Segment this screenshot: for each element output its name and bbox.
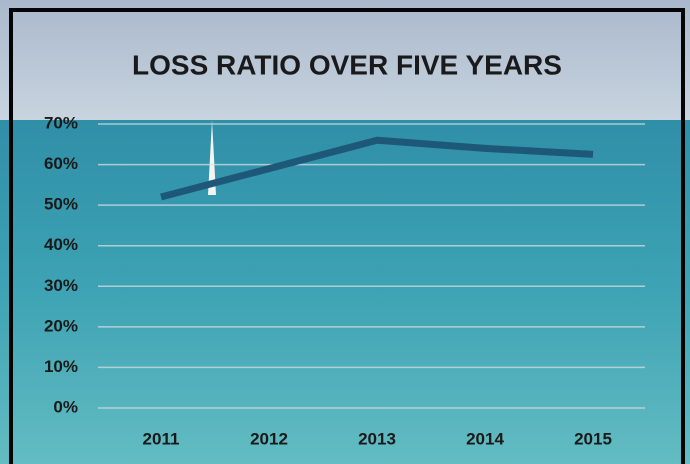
chart-title: LOSS RATIO OVER FIVE YEARS — [132, 49, 562, 80]
x-tick-label: 2013 — [358, 429, 396, 448]
data-line — [160, 136, 594, 201]
plot: 0% 10% 20% 30% 40% 50% 60% 70% 2011 2012 2013 2014 2… — [44, 113, 645, 448]
sailboat — [208, 120, 216, 195]
y-tick-label: 40% — [44, 235, 78, 254]
border — [9, 8, 685, 464]
y-tick-label: 0% — [53, 397, 78, 416]
sky — [0, 0, 690, 125]
x-tick-label: 2011 — [143, 429, 180, 448]
sea — [0, 120, 690, 464]
y-tick-label: 30% — [44, 276, 78, 295]
x-tick-label: 2015 — [574, 429, 612, 448]
y-tick-label: 60% — [44, 154, 78, 173]
y-tick-label: 50% — [44, 195, 78, 214]
x-tick-label: 2012 — [250, 429, 288, 448]
y-tick-label: 20% — [44, 316, 78, 335]
y-tick-label: 70% — [44, 113, 78, 132]
y-tick-label: 10% — [44, 357, 78, 376]
x-tick-label: 2014 — [466, 429, 504, 448]
